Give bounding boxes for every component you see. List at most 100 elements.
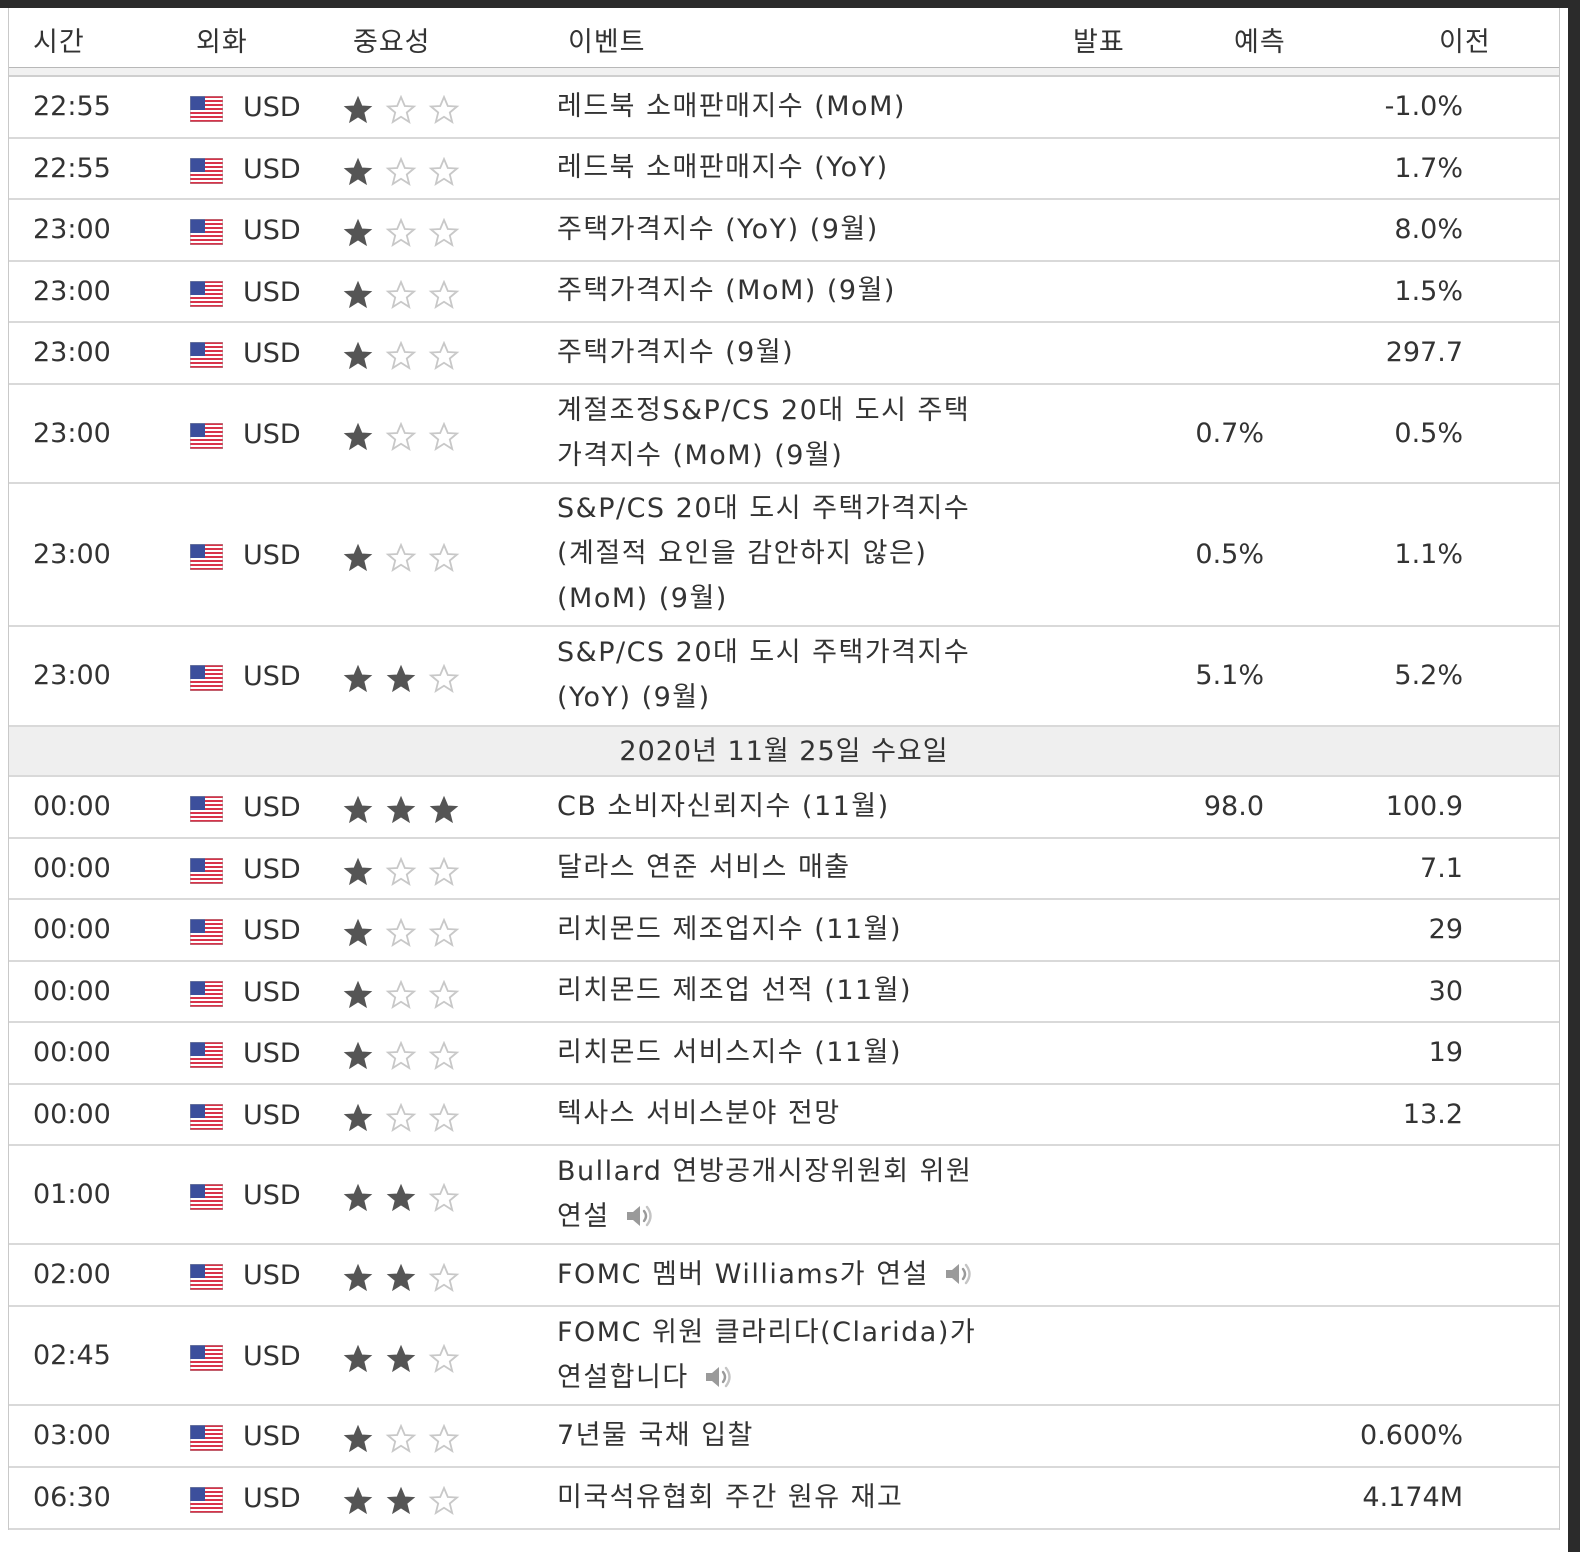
table-row[interactable]: 00:00 USD 리치몬드 서비스지수 (11월) 19 xyxy=(9,1023,1559,1085)
table-row[interactable]: 02:00 USD FOMC 멤버 Williams가 연설 xyxy=(9,1245,1559,1307)
star-icon xyxy=(343,1041,373,1070)
us-flag-icon xyxy=(189,857,224,884)
star-icon xyxy=(385,1423,417,1453)
event-name[interactable]: FOMC 위원 클라리다(Clarida)가 연설합니다 xyxy=(557,1310,987,1400)
event-label[interactable]: 달라스 연준 서비스 매출 xyxy=(557,852,851,883)
star-icon xyxy=(343,341,373,370)
event-label[interactable]: 텍사스 서비스분야 전망 xyxy=(557,1098,841,1129)
table-row[interactable]: 23:00 USD 주택가격지수 (MoM) (9월) 1.5% xyxy=(9,262,1559,323)
table-row[interactable]: 22:55 USD 레드북 소매판매지수 (YoY) 1.7% xyxy=(9,139,1559,200)
importance-stars xyxy=(343,1485,473,1516)
event-label[interactable]: Bullard 연방공개시장위원회 위원 연설 xyxy=(557,1155,973,1232)
currency-code: USD xyxy=(243,338,301,369)
event-name[interactable]: S&P/CS 20대 도시 주택가격지수(계절적 요인을 감안하지 않은) (M… xyxy=(557,486,987,621)
event-name[interactable]: 미국석유협회 주간 원유 재고 xyxy=(557,1475,987,1520)
event-label[interactable]: 주택가격지수 (MoM) (9월) xyxy=(557,275,896,306)
event-name[interactable]: S&P/CS 20대 도시 주택가격지수 (YoY) (9월) xyxy=(557,630,987,720)
currency-code: USD xyxy=(243,1038,301,1069)
star-icon xyxy=(343,918,373,947)
header-event[interactable]: 이벤트 xyxy=(568,27,646,58)
us-flag-icon xyxy=(189,664,224,692)
event-label[interactable]: 계절조정S&P/CS 20대 도시 주택가격지수 (MoM) (9월) xyxy=(557,394,971,471)
event-time: 02:45 xyxy=(33,1339,111,1371)
event-name[interactable]: 리치몬드 서비스지수 (11월) xyxy=(557,1030,987,1075)
us-flag-icon xyxy=(189,543,224,570)
previous-value: 8.0% xyxy=(1394,214,1463,245)
event-label[interactable]: 미국석유협회 주간 원유 재고 xyxy=(557,1481,904,1513)
event-time: 00:00 xyxy=(33,1098,111,1130)
event-label[interactable]: 리치몬드 서비스지수 (11월) xyxy=(557,1036,902,1068)
currency-code: USD xyxy=(243,276,301,308)
star-icon xyxy=(428,1343,460,1373)
previous-value: 19 xyxy=(1428,1037,1463,1068)
table-row[interactable]: 06:30 USD 미국석유협회 주간 원유 재고 4.174M xyxy=(9,1468,1559,1530)
event-label[interactable]: 레드북 소매판매지수 (YoY) xyxy=(557,152,889,183)
table-row[interactable]: 00:00 USD 달라스 연준 서비스 매출 7.1 xyxy=(9,839,1559,900)
table-row[interactable]: 01:00 USD Bullard 연방공개시장위원회 위원 연설 xyxy=(9,1146,1559,1245)
event-label[interactable]: 레드북 소매판매지수 (MoM) xyxy=(557,90,906,122)
table-row[interactable]: 03:00 USD 7년물 국채 입찰 0.600% xyxy=(9,1406,1559,1468)
star-icon xyxy=(428,856,460,886)
event-label[interactable]: FOMC 멤버 Williams가 연설 xyxy=(557,1258,929,1290)
table-row[interactable]: 00:00 USD 리치몬드 제조업지수 (11월) 29 xyxy=(9,900,1559,962)
event-name[interactable]: 계절조정S&P/CS 20대 도시 주택가격지수 (MoM) (9월) xyxy=(557,388,987,478)
event-name[interactable]: 레드북 소매판매지수 (MoM) xyxy=(557,84,987,129)
importance-stars xyxy=(343,1423,473,1454)
event-name[interactable]: 주택가격지수 (MoM) (9월) xyxy=(557,268,987,313)
header-forecast[interactable]: 예측 xyxy=(1234,27,1286,58)
header-time[interactable]: 시간 xyxy=(33,27,85,58)
table-row[interactable]: 02:45 USD FOMC 위원 클라리다(Clarida)가 연설합니다 xyxy=(9,1307,1559,1406)
table-row[interactable]: 22:55 USD 레드북 소매판매지수 (MoM) -1.0% xyxy=(9,77,1559,139)
table-row[interactable]: 23:00 USD S&P/CS 20대 도시 주택가격지수 (YoY) (9월) 5… xyxy=(9,627,1559,727)
event-label[interactable]: S&P/CS 20대 도시 주택가격지수(계절적 요인을 감안하지 않은) (M… xyxy=(557,493,971,614)
event-name[interactable]: 주택가격지수 (YoY) (9월) xyxy=(557,207,987,252)
table-row[interactable]: 00:00 USD 텍사스 서비스분야 전망 13.2 xyxy=(9,1085,1559,1146)
header-importance[interactable]: 중요성 xyxy=(353,27,431,58)
event-label[interactable]: S&P/CS 20대 도시 주택가격지수 (YoY) (9월) xyxy=(557,637,971,713)
star-icon xyxy=(343,1344,373,1372)
previous-value: 4.174M xyxy=(1362,1482,1463,1513)
table-row[interactable]: 23:00 USD S&P/CS 20대 도시 주택가격지수(계절적 요인을 감안하… xyxy=(9,484,1559,627)
table-row[interactable]: 23:00 USD 주택가격지수 (YoY) (9월) 8.0% xyxy=(9,200,1559,262)
table-row[interactable]: 00:00 USD CB 소비자신뢰지수 (11월) 98.0 100.9 xyxy=(9,777,1559,839)
event-label[interactable]: 주택가격지수 (9월) xyxy=(557,336,795,368)
event-name[interactable]: 주택가격지수 (9월) xyxy=(557,330,987,375)
previous-value: 1.1% xyxy=(1394,538,1463,570)
star-icon xyxy=(428,156,460,186)
header-previous[interactable]: 이전 xyxy=(1439,27,1491,58)
event-name[interactable]: 달라스 연준 서비스 매출 xyxy=(557,845,987,890)
star-icon xyxy=(385,340,417,370)
importance-stars xyxy=(343,795,473,825)
event-label[interactable]: 리치몬드 제조업 선적 (11월) xyxy=(557,975,913,1006)
star-icon xyxy=(428,917,460,947)
table-row[interactable]: 00:00 USD 리치몬드 제조업 선적 (11월) 30 xyxy=(9,962,1559,1023)
event-name[interactable]: 리치몬드 제조업지수 (11월) xyxy=(557,907,987,952)
event-name[interactable]: CB 소비자신뢰지수 (11월) xyxy=(557,784,987,829)
previous-value: 29 xyxy=(1428,914,1463,945)
event-label[interactable]: 7년물 국채 입찰 xyxy=(557,1419,754,1451)
event-time: 06:30 xyxy=(33,1482,111,1513)
scrollbar-track[interactable] xyxy=(1568,0,1580,1552)
header-actual[interactable]: 발표 xyxy=(1073,27,1125,58)
us-flag-icon xyxy=(189,1344,224,1371)
event-name[interactable]: 레드북 소매판매지수 (YoY) xyxy=(557,145,987,190)
event-name[interactable]: 텍사스 서비스분야 전망 xyxy=(557,1091,987,1136)
event-label[interactable]: 주택가격지수 (YoY) (9월) xyxy=(557,213,879,245)
event-label[interactable]: 리치몬드 제조업지수 (11월) xyxy=(557,913,902,945)
table-row[interactable]: 23:00 USD 주택가격지수 (9월) 297.7 xyxy=(9,323,1559,385)
event-time: 22:55 xyxy=(33,91,111,122)
event-label[interactable]: CB 소비자신뢰지수 (11월) xyxy=(557,790,890,822)
header-currency[interactable]: 외화 xyxy=(196,27,248,58)
importance-stars xyxy=(343,542,473,573)
event-name[interactable]: 리치몬드 제조업 선적 (11월) xyxy=(557,968,987,1013)
star-icon xyxy=(343,857,373,885)
event-name[interactable]: FOMC 멤버 Williams가 연설 xyxy=(557,1252,987,1297)
previous-value: 100.9 xyxy=(1385,791,1463,822)
event-name[interactable]: 7년물 국채 입찰 xyxy=(557,1413,987,1458)
event-name[interactable]: Bullard 연방공개시장위원회 위원 연설 xyxy=(557,1149,987,1239)
star-icon xyxy=(386,1183,416,1211)
event-label[interactable]: FOMC 위원 클라리다(Clarida)가 연설합니다 xyxy=(557,1316,977,1393)
star-icon xyxy=(385,156,417,186)
star-icon xyxy=(385,917,417,947)
table-row[interactable]: 23:00 USD 계절조정S&P/CS 20대 도시 주택가격지수 (MoM) (… xyxy=(9,385,1559,484)
